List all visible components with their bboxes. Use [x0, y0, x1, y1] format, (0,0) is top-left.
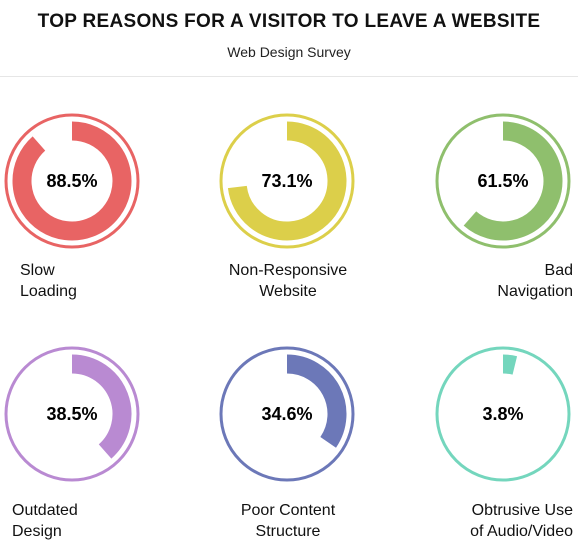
donut-category-label-line: Obtrusive Use	[471, 502, 573, 519]
donut-category-label-line: of Audio/Video	[470, 523, 573, 540]
donut-category-label-line: Structure	[255, 523, 321, 540]
donut-outer-ring-5	[435, 346, 571, 482]
donut-outer-ring-1	[219, 113, 355, 249]
donut-category-label-line: Outdated	[12, 502, 78, 519]
donut-value-label-3: 38.5%	[46, 404, 97, 424]
donut-category-label-line: Website	[259, 283, 317, 300]
donut-value-arc-2	[463, 121, 563, 241]
donut-category-label-0: Slow Loading	[20, 260, 190, 302]
donut-outer-ring-4	[219, 346, 355, 482]
donut-outer-ring-3	[4, 346, 140, 482]
donut-value-label-1: 73.1%	[261, 171, 312, 191]
donut-outer-ring-0	[4, 113, 140, 249]
chart-title: TOP REASONS FOR A VISITOR TO LEAVE A WEB…	[37, 11, 541, 32]
donut-value-label-5: 3.8%	[482, 404, 523, 424]
donut-category-label-line: Slow	[20, 262, 55, 279]
donut-value-label-2: 61.5%	[477, 171, 528, 191]
donut-value-label-0: 88.5%	[46, 171, 97, 191]
chart-subtitle: Web Design Survey	[227, 44, 351, 60]
donut-value-arc-5	[502, 354, 518, 375]
donut-value-arc-4	[286, 354, 347, 448]
donut-category-label-line: Bad	[544, 262, 573, 279]
donut-category-label-4: Poor Content Structure	[203, 500, 373, 542]
donut-category-label-line: Design	[12, 523, 62, 540]
donut-category-label-line: Navigation	[497, 283, 573, 300]
donut-category-label-line: Non-Responsive	[228, 262, 348, 279]
donut-category-label-line: Loading	[20, 283, 77, 300]
donut-category-label-2: Bad Navigation	[403, 260, 573, 302]
donut-category-label-3: Outdated Design	[12, 500, 182, 542]
donut-value-arc-1	[227, 121, 347, 241]
donut-value-label-4: 34.6%	[261, 404, 312, 424]
donut-category-label-1: Non-Responsive Website	[203, 260, 373, 302]
header-divider	[0, 76, 578, 77]
donut-category-label-5: Obtrusive Use of Audio/Video	[403, 500, 573, 542]
donut-value-arc-3	[71, 354, 132, 459]
donut-outer-ring-2	[435, 113, 571, 249]
donut-value-arc-0	[12, 121, 132, 241]
donut-category-label-line: Poor Content	[240, 502, 336, 519]
